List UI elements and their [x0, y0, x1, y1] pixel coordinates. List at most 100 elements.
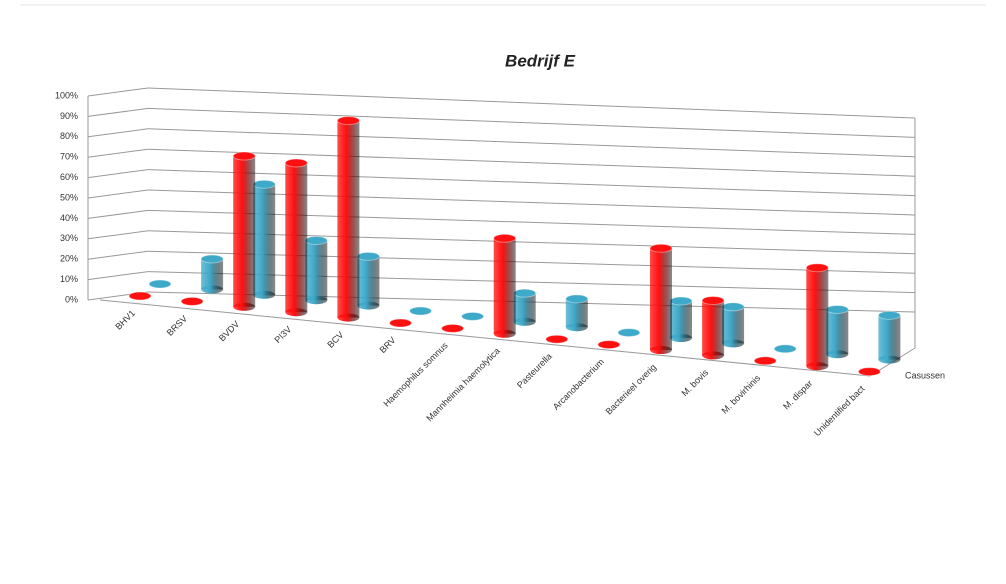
y-tick: [87, 271, 149, 281]
column-top: [825, 304, 849, 314]
x-tick-label: Pasteurella: [515, 351, 554, 390]
x-tick-label: M. bovis: [679, 367, 710, 398]
column: [336, 116, 360, 322]
column: [545, 334, 569, 344]
y-tick: [87, 107, 149, 117]
column: [148, 279, 172, 289]
column-base: [201, 285, 224, 294]
column-top: [356, 251, 380, 261]
grid-line: [147, 107, 916, 138]
column: [304, 236, 328, 305]
column-body: [513, 293, 536, 322]
grid-line: [147, 148, 916, 177]
grid-line: [147, 271, 916, 294]
grid-line: [147, 169, 916, 197]
column: [356, 251, 380, 310]
column: [721, 302, 745, 348]
column-top: [389, 318, 412, 328]
column-top: [441, 323, 465, 333]
column-top: [753, 356, 777, 366]
column-top: [336, 116, 360, 126]
column-body: [826, 309, 849, 355]
column-base: [493, 329, 516, 338]
x-tick-label: Unidentified bact: [812, 383, 867, 438]
grid-line: [147, 209, 916, 235]
column-base: [878, 355, 901, 364]
y-tick-label: 20%: [60, 254, 78, 264]
column-top: [617, 328, 641, 338]
column: [284, 158, 308, 317]
column: [565, 294, 589, 332]
x-tick-label: BRV: [378, 335, 398, 355]
column-body: [565, 298, 588, 328]
y-tick-label: 0%: [65, 294, 78, 304]
y-tick: [87, 209, 149, 219]
x-tick-label: BHV1: [113, 308, 137, 332]
column: [649, 243, 673, 354]
column-body: [201, 258, 224, 290]
column-top: [669, 296, 693, 306]
column: [857, 367, 881, 377]
y-tick-label: 100%: [55, 90, 78, 100]
column-top: [773, 344, 797, 354]
column-top: [565, 294, 589, 304]
column: [493, 233, 517, 338]
column-base: [285, 308, 308, 317]
y-tick: [87, 148, 149, 158]
column-body: [722, 306, 745, 344]
x-tick-label: Haemophilus somnus: [381, 340, 450, 409]
column-top: [232, 151, 256, 161]
column: [252, 179, 276, 299]
column-base: [233, 302, 256, 311]
floor-line: [99, 299, 871, 377]
y-tick-label: 50%: [60, 192, 78, 202]
grid-line: [147, 87, 916, 119]
y-tick-label: 10%: [60, 274, 78, 284]
column-top: [805, 263, 829, 273]
series-label: Casussen: [905, 370, 945, 380]
x-tick-label: BRSV: [165, 313, 189, 337]
column-top: [148, 279, 172, 289]
column: [701, 296, 725, 360]
y-tick-label: 60%: [60, 172, 78, 182]
column-body: [650, 248, 672, 350]
y-tick: [87, 128, 149, 138]
column-top: [252, 179, 276, 189]
column-base: [806, 362, 829, 371]
column-top: [649, 243, 673, 253]
y-tick: [87, 189, 149, 199]
column: [617, 328, 641, 338]
y-tick-label: 70%: [60, 152, 78, 162]
x-tick-label: Arcanobacterium: [551, 357, 606, 412]
column-top: [877, 310, 901, 320]
grid-line: [147, 250, 916, 274]
column-top: [461, 311, 485, 321]
column-top: [200, 254, 224, 264]
column-base: [670, 334, 692, 342]
column-base: [722, 339, 745, 348]
column: [877, 310, 901, 364]
column-body: [337, 120, 360, 318]
y-tick: [87, 230, 149, 240]
grid-line: [147, 230, 916, 255]
y-tick-label: 30%: [60, 233, 78, 243]
column-top: [597, 340, 621, 350]
column: [461, 311, 485, 321]
x-tick-label: BCV: [325, 330, 345, 350]
column: [232, 151, 256, 311]
column-body: [357, 256, 380, 306]
y-tick: [87, 87, 149, 97]
column-top: [493, 233, 517, 243]
column-top: [513, 288, 537, 298]
grid-line: [147, 189, 916, 216]
column-top: [721, 302, 745, 312]
column-base: [305, 296, 328, 305]
column: [180, 296, 204, 306]
column: [753, 356, 777, 366]
x-tick-label: BVDV: [217, 319, 241, 343]
column: [597, 340, 621, 350]
x-tick-label: M. dispar: [781, 378, 814, 411]
column: [441, 323, 465, 333]
y-tick: [87, 250, 149, 260]
column: [389, 318, 412, 328]
